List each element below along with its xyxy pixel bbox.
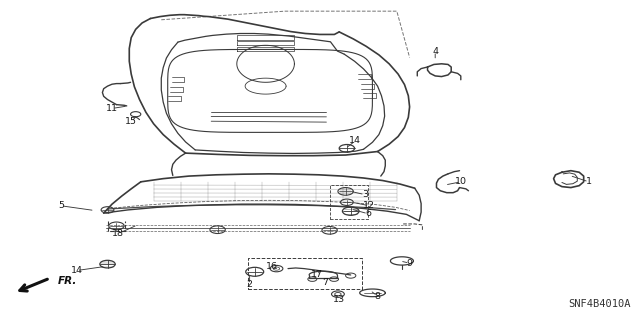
Text: 2: 2 bbox=[246, 280, 253, 289]
Text: 10: 10 bbox=[455, 177, 467, 186]
Text: 18: 18 bbox=[113, 229, 124, 238]
Text: 6: 6 bbox=[365, 209, 371, 218]
Text: 7: 7 bbox=[322, 278, 328, 287]
Text: 9: 9 bbox=[406, 259, 413, 268]
Text: 17: 17 bbox=[311, 271, 323, 279]
Text: 14: 14 bbox=[71, 266, 83, 275]
Text: SNF4B4010A: SNF4B4010A bbox=[568, 299, 630, 309]
Text: 14: 14 bbox=[349, 137, 361, 145]
Text: 11: 11 bbox=[106, 104, 118, 113]
Text: 3: 3 bbox=[362, 190, 368, 199]
Text: 16: 16 bbox=[266, 262, 278, 271]
Text: 1: 1 bbox=[586, 177, 592, 186]
Text: 4: 4 bbox=[432, 47, 438, 56]
Text: 12: 12 bbox=[364, 201, 375, 210]
Text: 5: 5 bbox=[58, 201, 64, 210]
Text: 15: 15 bbox=[125, 117, 137, 126]
Text: 13: 13 bbox=[333, 295, 345, 304]
Text: 8: 8 bbox=[374, 292, 381, 300]
Text: FR.: FR. bbox=[58, 276, 77, 286]
